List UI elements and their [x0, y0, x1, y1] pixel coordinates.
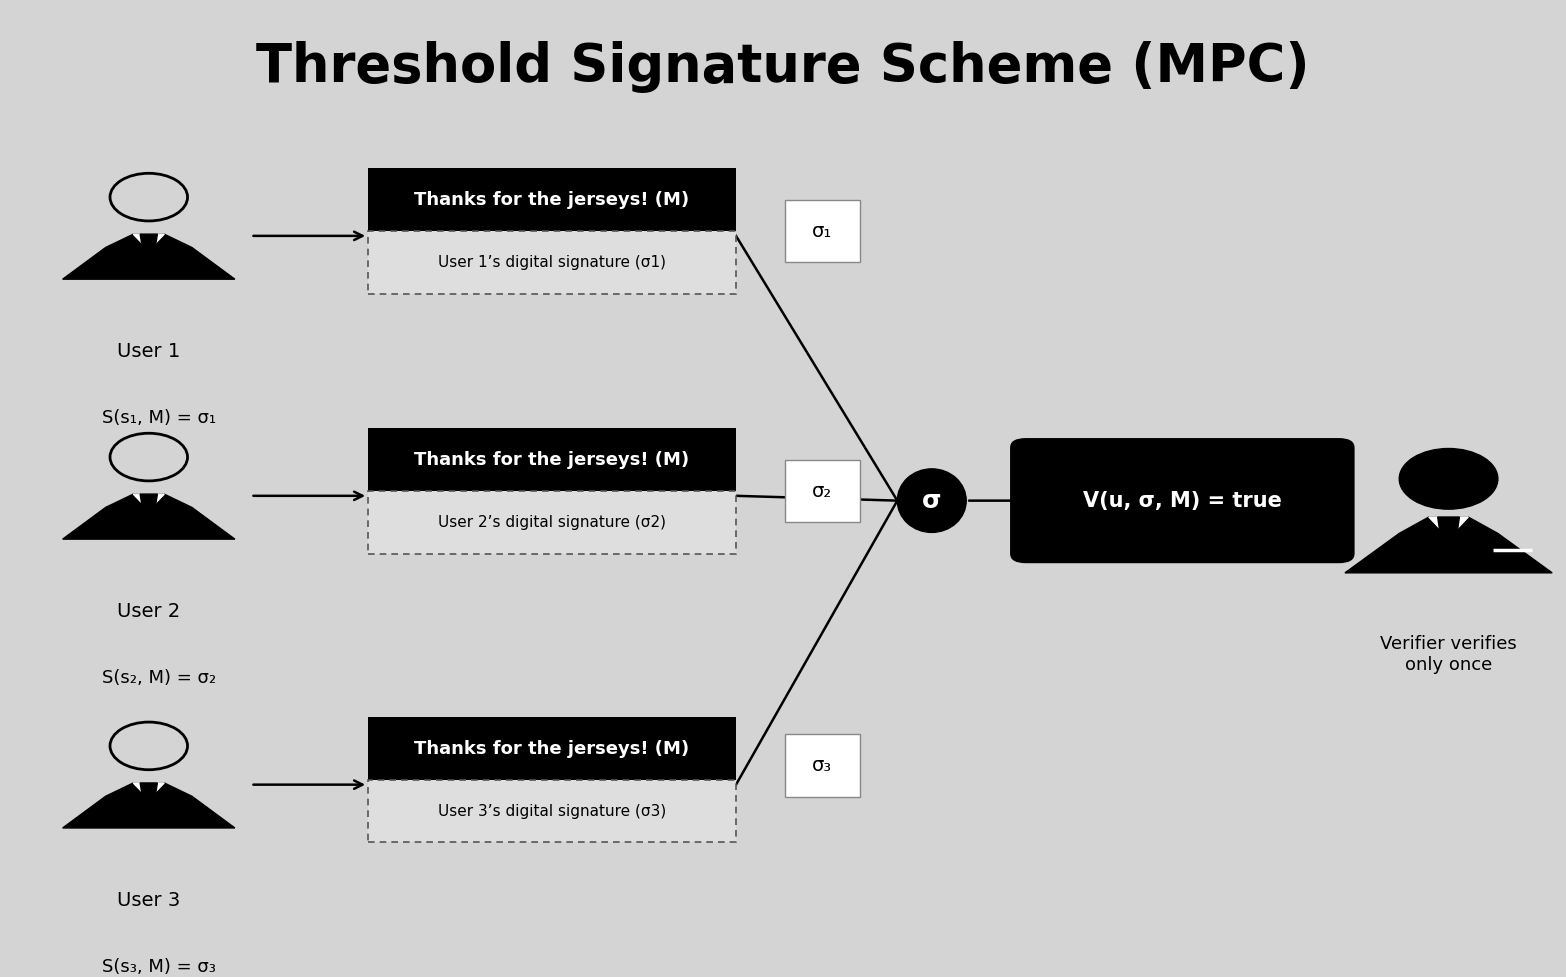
Text: User 3’s digital signature (σ3): User 3’s digital signature (σ3)	[438, 804, 666, 819]
FancyBboxPatch shape	[785, 734, 860, 796]
Text: Thanks for the jerseys! (M): Thanks for the jerseys! (M)	[415, 450, 689, 469]
Text: σ₁: σ₁	[813, 222, 832, 240]
Polygon shape	[63, 494, 235, 539]
Polygon shape	[1438, 517, 1460, 551]
Text: σ: σ	[922, 488, 941, 513]
FancyBboxPatch shape	[368, 429, 736, 491]
Text: S(s₁, M) = σ₁: S(s₁, M) = σ₁	[102, 409, 216, 427]
FancyBboxPatch shape	[785, 460, 860, 523]
Ellipse shape	[897, 469, 966, 532]
FancyBboxPatch shape	[368, 717, 736, 780]
Text: User 1: User 1	[117, 342, 180, 361]
Polygon shape	[133, 783, 164, 799]
Text: Thanks for the jerseys! (M): Thanks for the jerseys! (M)	[415, 191, 689, 209]
Text: σ₂: σ₂	[813, 482, 832, 500]
Text: User 1’s digital signature (σ1): User 1’s digital signature (σ1)	[438, 255, 666, 270]
Polygon shape	[133, 234, 164, 250]
Polygon shape	[1345, 517, 1552, 573]
Polygon shape	[133, 494, 164, 510]
Text: User 2’s digital signature (σ2): User 2’s digital signature (σ2)	[438, 515, 666, 530]
Polygon shape	[141, 783, 157, 809]
FancyBboxPatch shape	[368, 491, 736, 554]
Text: Verifier verifies
only once: Verifier verifies only once	[1380, 635, 1517, 674]
FancyBboxPatch shape	[1010, 438, 1355, 563]
Polygon shape	[63, 234, 235, 279]
Polygon shape	[141, 494, 157, 521]
Text: Threshold Signature Scheme (MPC): Threshold Signature Scheme (MPC)	[257, 41, 1309, 94]
FancyBboxPatch shape	[368, 168, 736, 232]
Polygon shape	[1428, 517, 1469, 537]
Polygon shape	[63, 783, 235, 828]
Text: S(s₃, M) = σ₃: S(s₃, M) = σ₃	[102, 957, 216, 976]
Text: S(s₂, M) = σ₂: S(s₂, M) = σ₂	[102, 669, 216, 687]
Text: V(u, σ, M) = true: V(u, σ, M) = true	[1084, 490, 1281, 511]
Circle shape	[1400, 448, 1497, 509]
FancyBboxPatch shape	[368, 780, 736, 842]
Text: User 2: User 2	[117, 602, 180, 620]
Text: σ₃: σ₃	[813, 756, 832, 775]
Polygon shape	[141, 234, 157, 261]
FancyBboxPatch shape	[368, 232, 736, 294]
FancyBboxPatch shape	[785, 199, 860, 263]
Text: User 3: User 3	[117, 891, 180, 910]
Text: Thanks for the jerseys! (M): Thanks for the jerseys! (M)	[415, 740, 689, 757]
